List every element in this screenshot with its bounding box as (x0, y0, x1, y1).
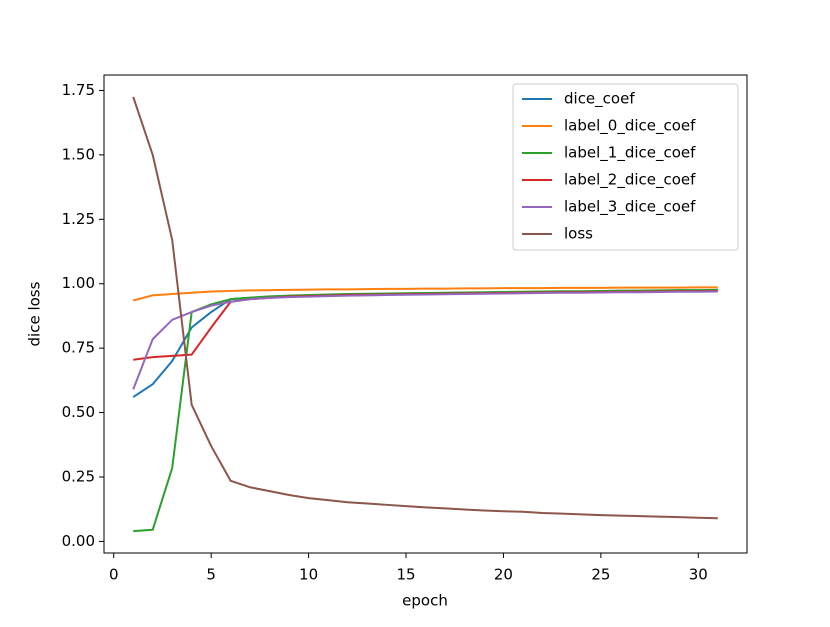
legend-label: dice_coef (564, 90, 635, 109)
y-tick-label: 1.25 (62, 210, 95, 228)
legend-label: label_0_dice_coef (564, 117, 696, 136)
legend-label: label_2_dice_coef (564, 171, 696, 190)
y-tick-label: 1.75 (62, 81, 95, 99)
y-tick-label: 0.50 (62, 403, 95, 421)
series-line (132, 286, 718, 302)
y-tick-label: 0.75 (62, 339, 95, 357)
x-tick-label: 10 (299, 566, 318, 584)
x-tick-label: 0 (109, 566, 119, 584)
legend-box (512, 83, 739, 251)
y-tick-label: 0.25 (62, 467, 95, 485)
y-tick-label: 1.00 (62, 274, 95, 292)
legend-label: label_1_dice_coef (564, 144, 696, 163)
x-axis-label: epoch (402, 592, 448, 610)
y-tick-label: 0.00 (62, 532, 95, 550)
x-tick-label: 5 (206, 566, 216, 584)
y-tick-label: 1.50 (62, 145, 95, 163)
y-axis-label: dice loss (26, 281, 44, 346)
x-tick-label: 25 (591, 566, 610, 584)
legend-label: label_3_dice_coef (564, 198, 696, 217)
x-tick-label: 20 (494, 566, 513, 584)
x-tick-label: 30 (689, 566, 708, 584)
series-line (132, 289, 718, 398)
x-tick-label: 15 (396, 566, 415, 584)
series-line (132, 96, 718, 520)
legend-label: loss (564, 225, 593, 243)
series-line (133, 288, 718, 533)
plot-frame (103, 74, 748, 554)
series-line (132, 290, 718, 390)
